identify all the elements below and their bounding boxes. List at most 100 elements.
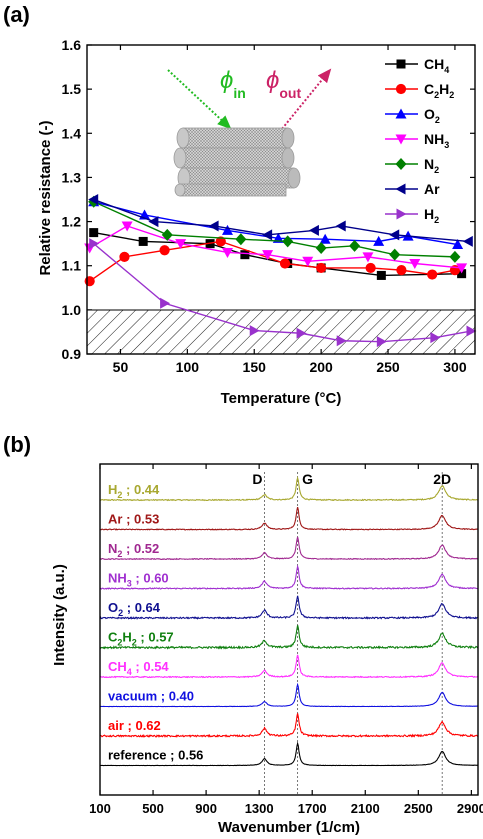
- panel-b-axes: 100 500 900 1300 1700 2100 2500 2900: [89, 463, 483, 816]
- y-tick-label: 1.3: [62, 169, 82, 185]
- data-point-o2: [452, 239, 464, 250]
- data-point-n2: [315, 242, 327, 255]
- series-nh3: [84, 221, 468, 274]
- panel-b-frame: [99, 463, 479, 796]
- data-point-ch4: [138, 236, 148, 246]
- panel-b-series-labels: H2 ; 0.44 Ar ; 0.53 N2 ; 0.52 NH3 ; 0.60 O2 …: [108, 482, 203, 763]
- tube-stack: [173, 127, 301, 197]
- x-tick-label: 2100: [351, 801, 380, 816]
- data-point-c2h2: [427, 269, 438, 280]
- data-point-h2: [89, 238, 100, 250]
- x-tick-label: 150: [243, 359, 267, 375]
- data-point-ch4: [89, 228, 99, 238]
- data-point-n2: [161, 228, 173, 241]
- series-label-h2: H2 ; 0.44: [108, 482, 160, 500]
- data-point-ar: [88, 194, 99, 205]
- data-point-o2: [221, 224, 233, 235]
- y-tick-label: 1.1: [62, 258, 82, 274]
- legend-marker-h2: [396, 208, 407, 220]
- series-label-air: air ; 0.62: [108, 718, 161, 733]
- y-tick-label: 0.9: [62, 346, 82, 362]
- x-tick-label: 1700: [298, 801, 327, 816]
- legend-marker-c2h2: [395, 83, 407, 95]
- legend-label-ar: Ar: [424, 181, 440, 197]
- spectrum-h2: [99, 476, 478, 502]
- data-point-c2h2: [365, 262, 376, 274]
- panel-a-y-axis-label: Relative resistance (-): [37, 120, 54, 275]
- x-tick-label: 100: [176, 359, 200, 375]
- panel-a-series: [84, 194, 477, 348]
- spectrum-nh3: [99, 564, 479, 590]
- data-point-h2: [296, 327, 307, 339]
- data-point-ch4: [457, 269, 467, 279]
- series-label-n2: N2 ; 0.52: [108, 541, 159, 559]
- series-ar: [88, 194, 473, 247]
- data-point-c2h2: [279, 258, 291, 269]
- tube: [173, 147, 295, 169]
- data-point-n2: [282, 235, 294, 248]
- data-point-c2h2: [119, 251, 130, 262]
- panel-a-label: (a): [3, 2, 30, 27]
- data-point-c2h2: [215, 236, 226, 247]
- peak-label-d: D: [252, 471, 262, 487]
- spectrum-reference: [99, 741, 479, 767]
- panel-b-y-axis-label: Intensity (a.u.): [51, 564, 68, 666]
- phi-out-label: ϕout: [266, 67, 301, 101]
- series-label-ch4: CH4 ; 0.54: [108, 659, 169, 677]
- series-label-o2: O2 ; 0.64: [108, 600, 161, 618]
- series-line-h2: [93, 243, 472, 343]
- data-point-nh3: [362, 252, 374, 263]
- data-point-n2: [449, 250, 461, 263]
- data-point-o2: [373, 235, 385, 246]
- panel-b-peak-guides: D G 2D: [252, 471, 451, 795]
- panel-a: (a): [3, 2, 477, 407]
- data-point-nh3: [175, 239, 187, 250]
- series-line-ar: [93, 198, 469, 243]
- data-point-ar: [148, 216, 159, 228]
- data-point-nh3: [121, 221, 133, 232]
- data-point-h2: [249, 325, 260, 337]
- data-point-c2h2: [159, 245, 170, 256]
- x-tick-label: 2900: [457, 801, 483, 816]
- legend-marker-ch4: [396, 59, 406, 69]
- data-point-ar: [262, 229, 273, 241]
- data-point-c2h2: [396, 265, 407, 276]
- series-n2: [88, 195, 461, 263]
- data-point-n2: [389, 248, 401, 261]
- legend-marker-nh3: [395, 134, 407, 145]
- spectrum-ar: [99, 506, 479, 531]
- x-tick-label: 250: [376, 359, 400, 375]
- spectrum-o2: [99, 595, 479, 620]
- data-point-h2: [430, 332, 441, 344]
- data-point-h2: [336, 335, 347, 347]
- tube: [174, 183, 287, 197]
- data-point-n2: [235, 233, 247, 246]
- spectrum-vacuum: [100, 682, 479, 708]
- data-point-h2: [160, 297, 171, 309]
- x-tick-label: 100: [89, 801, 111, 816]
- data-point-o2: [319, 233, 331, 244]
- x-tick-label: 50: [113, 359, 129, 375]
- data-point-c2h2: [84, 276, 95, 287]
- x-tick-label: 2500: [404, 801, 433, 816]
- legend-label-ch4: CH4: [424, 56, 449, 75]
- data-point-ar: [208, 220, 219, 232]
- legend-marker-n2: [395, 158, 407, 170]
- x-tick-label: 1300: [245, 801, 274, 816]
- peak-label-2d: 2D: [433, 471, 451, 487]
- panel-b-series: [99, 476, 479, 767]
- panel-a-frame: [86, 44, 476, 355]
- series-label-c2h2: C2H2 ; 0.57: [108, 630, 174, 648]
- data-point-ar: [389, 229, 400, 241]
- series-line-c2h2: [89, 240, 456, 282]
- series-h2: [89, 238, 477, 348]
- x-tick-label: 900: [195, 801, 217, 816]
- legend-item-h2: H2: [385, 206, 439, 225]
- data-point-h2: [376, 336, 387, 348]
- spectrum-air: [99, 713, 479, 738]
- series-label-nh3: NH3 ; 0.60: [108, 571, 169, 589]
- data-point-ar: [308, 224, 319, 236]
- peak-label-g: G: [302, 471, 313, 487]
- legend-item-ar: Ar: [385, 181, 440, 197]
